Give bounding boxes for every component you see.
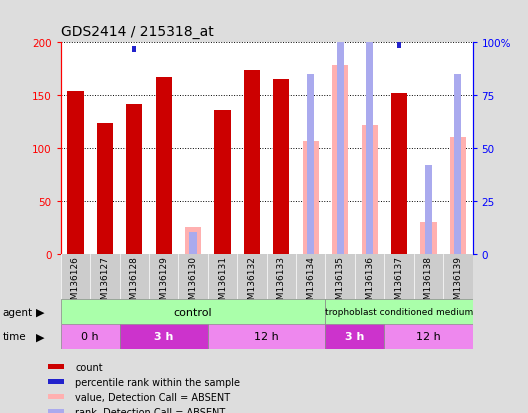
Text: GSM136128: GSM136128 — [130, 255, 139, 310]
Text: GSM136133: GSM136133 — [277, 255, 286, 310]
Text: GSM136127: GSM136127 — [100, 255, 109, 310]
Bar — [420, 222, 437, 254]
Text: 12 h: 12 h — [254, 332, 279, 342]
Bar — [362, 126, 378, 254]
Text: ▶: ▶ — [36, 332, 44, 342]
Bar — [126, 104, 143, 254]
Bar — [397, 42, 401, 49]
Text: GSM136126: GSM136126 — [71, 255, 80, 310]
Bar — [250, 15, 254, 21]
Bar — [274, 80, 289, 254]
Bar — [384, 324, 473, 349]
Bar — [366, 35, 373, 254]
Text: GDS2414 / 215318_at: GDS2414 / 215318_at — [61, 25, 213, 39]
Text: agent: agent — [3, 307, 33, 317]
Bar — [48, 364, 64, 370]
Text: ▶: ▶ — [36, 307, 44, 317]
Bar — [97, 123, 113, 254]
Bar — [454, 75, 461, 254]
Bar — [279, 19, 283, 26]
Text: GSM136132: GSM136132 — [248, 255, 257, 310]
Text: GSM136129: GSM136129 — [159, 255, 168, 310]
Text: time: time — [3, 332, 26, 342]
Bar — [307, 75, 314, 254]
Text: count: count — [76, 362, 103, 372]
Text: GSM136136: GSM136136 — [365, 255, 374, 310]
Text: GSM136139: GSM136139 — [454, 255, 463, 310]
Bar — [325, 299, 473, 324]
Text: percentile rank within the sample: percentile rank within the sample — [76, 377, 240, 387]
Bar — [48, 379, 64, 385]
Bar — [68, 92, 83, 254]
Text: 12 h: 12 h — [416, 332, 441, 342]
Bar — [156, 78, 172, 254]
Bar — [450, 138, 466, 254]
Bar — [208, 324, 325, 349]
Text: GSM136138: GSM136138 — [424, 255, 433, 310]
Bar — [48, 409, 64, 413]
Bar — [185, 228, 201, 254]
Text: value, Detection Call = ABSENT: value, Detection Call = ABSENT — [76, 392, 231, 402]
Bar — [221, 19, 224, 26]
Text: control: control — [174, 307, 212, 317]
Text: GSM136130: GSM136130 — [188, 255, 197, 310]
Text: 0 h: 0 h — [81, 332, 99, 342]
Bar — [190, 233, 197, 254]
Bar — [425, 166, 432, 254]
Text: trophoblast conditioned medium: trophoblast conditioned medium — [325, 307, 473, 316]
Bar — [325, 324, 384, 349]
Bar — [103, 34, 107, 40]
Bar — [162, 30, 165, 36]
Text: GSM136134: GSM136134 — [306, 255, 315, 310]
Text: 3 h: 3 h — [154, 332, 173, 342]
Bar — [391, 94, 407, 254]
Text: 3 h: 3 h — [345, 332, 364, 342]
Bar — [214, 111, 231, 254]
Bar — [133, 47, 136, 53]
Bar — [48, 394, 64, 399]
Bar — [332, 66, 348, 254]
Bar — [61, 324, 119, 349]
Text: GSM136137: GSM136137 — [394, 255, 403, 310]
Text: rank, Detection Call = ABSENT: rank, Detection Call = ABSENT — [76, 407, 225, 413]
Bar — [336, 26, 344, 254]
Bar — [368, 34, 371, 40]
Bar — [119, 324, 208, 349]
Bar — [303, 141, 319, 254]
Bar — [61, 299, 325, 324]
Bar — [244, 71, 260, 254]
Bar — [73, 24, 77, 30]
Text: GSM136135: GSM136135 — [336, 255, 345, 310]
Text: GSM136131: GSM136131 — [218, 255, 227, 310]
